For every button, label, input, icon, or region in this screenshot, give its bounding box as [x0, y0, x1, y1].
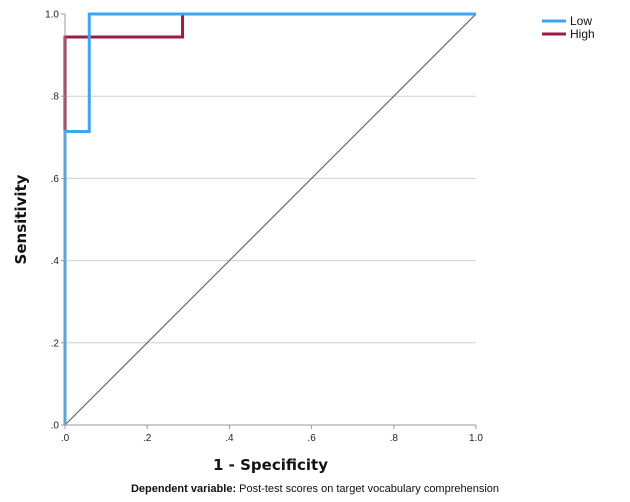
- x-tick-labels: .0 .2 .4 .6 .8 1.0: [61, 433, 484, 444]
- plot-frame: [61, 13, 477, 429]
- legend-label-low: Low: [570, 14, 592, 28]
- legend-label-high: High: [570, 27, 595, 41]
- y-tick-label: .4: [51, 256, 60, 267]
- grid-lines: [65, 95, 476, 344]
- footnote-text: Post-test scores on target vocabulary co…: [239, 483, 500, 495]
- y-tick-label: .6: [51, 174, 60, 185]
- x-tick-label: 1.0: [469, 433, 483, 444]
- reference-diagonal: [64, 13, 477, 426]
- x-tick-label: .6: [307, 433, 316, 444]
- y-tick-label: 1.0: [45, 10, 59, 21]
- x-tick-label: .2: [143, 433, 152, 444]
- footnote-label: Dependent variable:: [130, 483, 237, 495]
- roc-chart: .0 .2 .4 .6 .8 1.0 .0 .2 .4 .6 .8 1.0 1 - Specific…: [12, 10, 595, 475]
- y-tick-label: .0: [51, 421, 60, 432]
- x-tick-label: .4: [225, 433, 234, 444]
- footnote: Dependent variable: Post-test scores on …: [0, 483, 630, 495]
- y-tick-label: .2: [51, 338, 60, 349]
- x-tick-label: .0: [61, 433, 70, 444]
- x-tick-label: .8: [390, 433, 399, 444]
- x-axis-title: 1 - Specificity: [213, 456, 328, 474]
- y-tick-labels: .0 .2 .4 .6 .8 1.0: [45, 10, 59, 432]
- y-tick-label: .8: [51, 92, 60, 103]
- y-axis-title: Sensitivity: [12, 174, 30, 264]
